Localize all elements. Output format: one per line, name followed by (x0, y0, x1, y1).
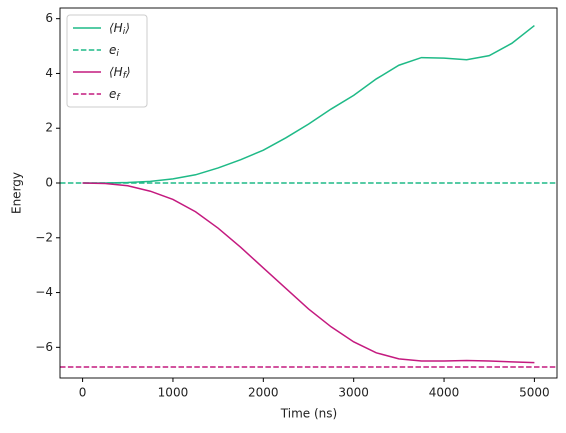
y-tick-label: 2 (45, 121, 53, 135)
y-tick-label: 0 (45, 176, 53, 190)
plot-lines (60, 24, 557, 368)
x-tick-label: 3000 (338, 386, 369, 400)
line (82, 24, 535, 184)
x-tick-label: 1000 (158, 386, 189, 400)
legend-label: ei (109, 43, 119, 59)
y-tick-label: 4 (45, 66, 53, 80)
line (82, 182, 535, 364)
y-tick-label: −4 (35, 285, 53, 299)
x-tick-label: 0 (79, 386, 87, 400)
x-tick-label: 4000 (429, 386, 460, 400)
legend-label: ⟨Hi⟩ (109, 21, 130, 37)
legend-label: ef (109, 87, 121, 103)
legend-label: ⟨Hf⟩ (109, 65, 131, 81)
x-axis-label: Time (ns) (280, 407, 337, 421)
y-tick-label: −2 (35, 230, 53, 244)
plot-frame (59, 7, 558, 379)
x-tick-label: 2000 (248, 386, 279, 400)
y-tick-label: −6 (35, 340, 53, 354)
y-tick-label: 6 (45, 11, 53, 25)
y-axis-label: Energy (10, 172, 24, 214)
legend-box (66, 14, 148, 108)
x-tick-label: 5000 (519, 386, 550, 400)
